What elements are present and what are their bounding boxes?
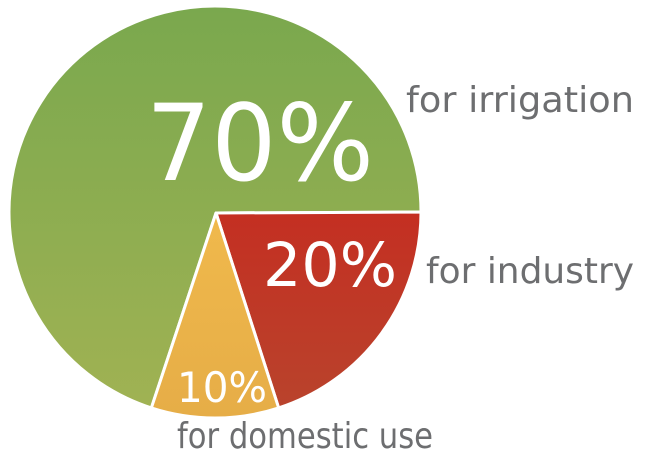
category-label-industry: for industry bbox=[426, 251, 634, 292]
category-label-irrigation: for irrigation bbox=[406, 80, 634, 121]
pie-slice-irrigation bbox=[7, 4, 423, 410]
pie-slice-industry bbox=[214, 210, 423, 410]
value-label-irrigation: 70% bbox=[146, 82, 374, 205]
value-label-domestic: 10% bbox=[177, 363, 267, 412]
value-label-industry: 20% bbox=[263, 230, 397, 301]
category-label-domestic: for domestic use bbox=[177, 416, 433, 455]
pie-slice-domestic bbox=[149, 211, 281, 420]
